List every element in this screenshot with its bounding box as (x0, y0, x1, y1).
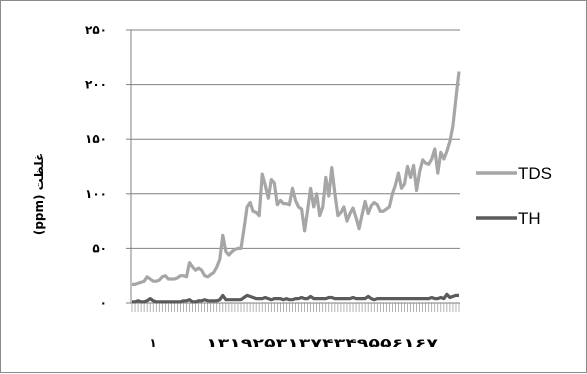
y-tick-label: ۲۰۰ (85, 78, 107, 92)
y-tick-label: ۵۰ (92, 241, 107, 255)
x-axis-ticks (131, 303, 460, 312)
y-tick-label: ۱۰۰ (85, 187, 107, 201)
y-axis-label: غلظت (ppm) (32, 153, 46, 235)
y-tick-label: ۰ (100, 296, 107, 310)
series-lines (132, 71, 461, 304)
series-line-tds (132, 71, 461, 286)
y-axis-tick-labels: ۰ ۵۰ ۱۰۰ ۱۵۰ ۲۰۰ ۲۵۰ (85, 23, 107, 310)
legend-label-th: TH (518, 209, 541, 228)
y-tick-label: ۱۵۰ (85, 132, 107, 146)
y-tick-label: ۲۵۰ (85, 23, 107, 37)
x-tick-label-run: ۱۳۱۹۲۵۳۱۳۷۴۳۴۹۵۵۶۱۶۷ (206, 336, 439, 350)
x-tick-label-first: ۱ (149, 336, 156, 350)
gridlines (126, 29, 460, 304)
legend: TDS TH (476, 164, 552, 228)
legend-label-tds: TDS (518, 164, 552, 183)
series-line-th (132, 292, 459, 304)
x-axis-tick-labels: ۱ ۱۳۱۹۲۵۳۱۳۷۴۳۴۹۵۵۶۱۶۷ (149, 336, 439, 350)
